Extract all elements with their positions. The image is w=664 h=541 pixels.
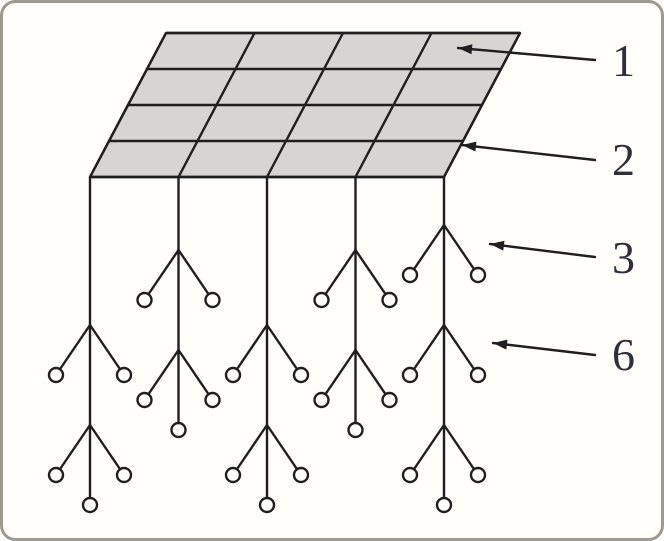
label-2: 2 <box>612 134 635 185</box>
diagram-canvas: 1 2 3 6 <box>0 0 664 541</box>
label-3: 3 <box>612 232 635 283</box>
label-6: 6 <box>612 329 635 380</box>
label-1: 1 <box>612 35 635 86</box>
root-structures <box>49 177 485 512</box>
top-plate <box>90 33 520 177</box>
